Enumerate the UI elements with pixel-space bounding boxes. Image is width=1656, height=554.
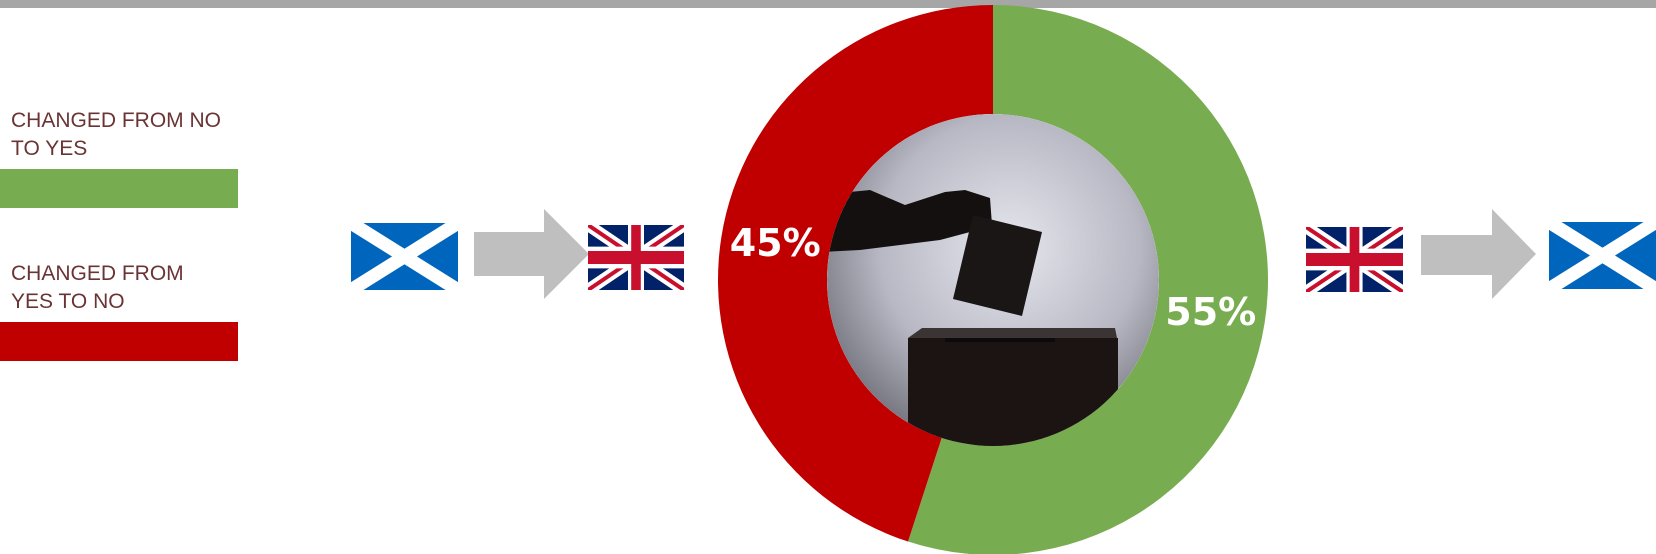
scotland-flag — [351, 223, 458, 290]
data-label: 55% — [1165, 290, 1256, 334]
photo — [827, 114, 1159, 446]
data-label: 45% — [730, 221, 821, 265]
arrow — [474, 209, 589, 299]
uk-flag — [1306, 227, 1403, 292]
top-bar — [0, 0, 1656, 8]
donut-segment — [718, 5, 993, 542]
legend-swatch — [0, 169, 238, 208]
donut-segment — [908, 5, 1268, 554]
uk-flag — [588, 225, 684, 290]
arrow — [1421, 209, 1536, 299]
legend-label: CHANGED FROM NO TO YES — [11, 109, 221, 160]
legend-label: CHANGED FROM YES TO NO — [11, 262, 184, 313]
legend-swatch — [0, 322, 238, 361]
scotland-flag — [1549, 222, 1656, 289]
